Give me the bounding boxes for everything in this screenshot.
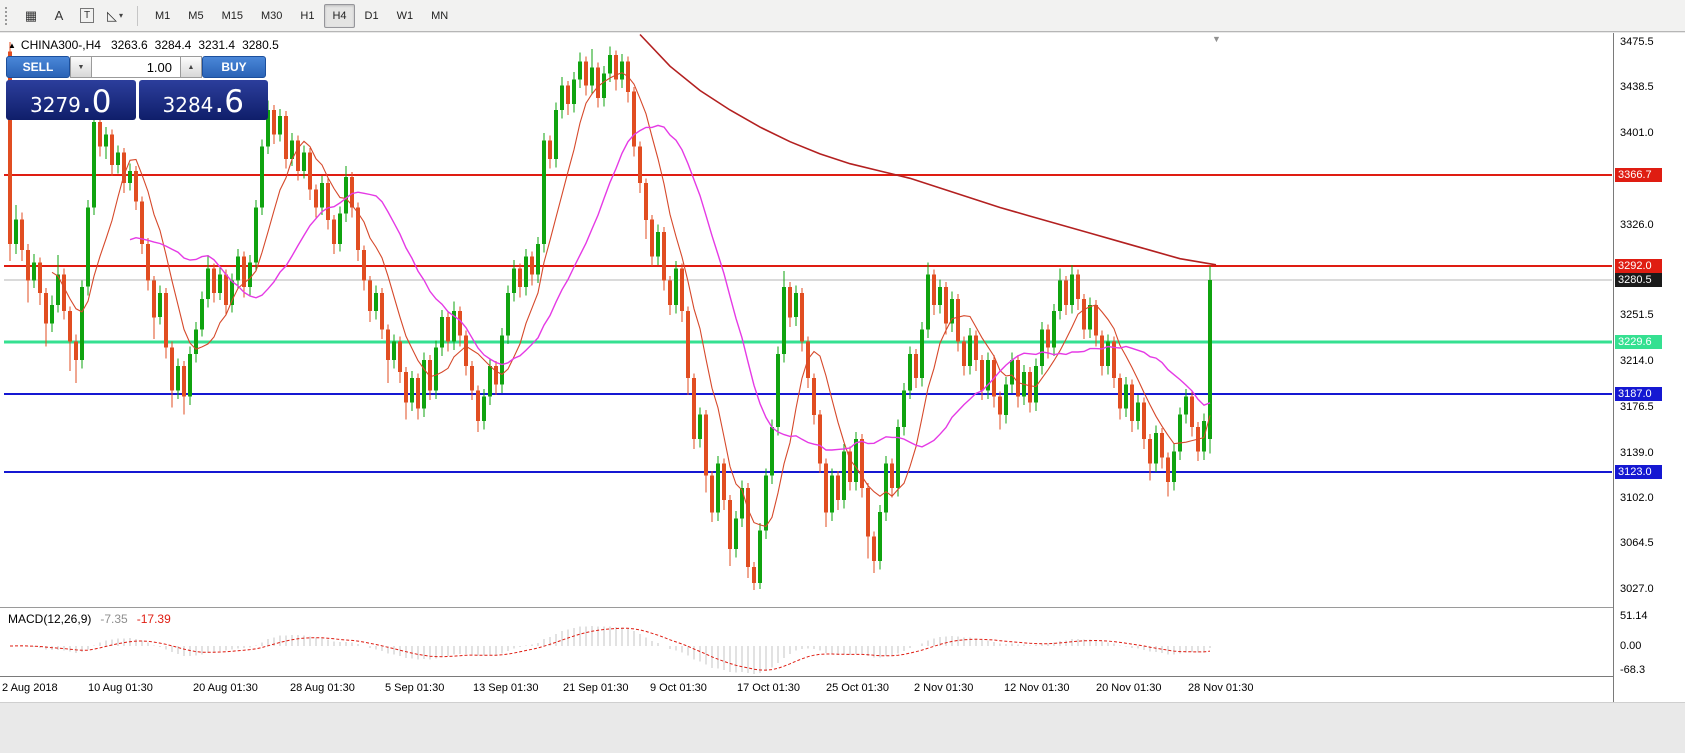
sell-price-main: 3279 [30,93,81,117]
timeframe-d1-button[interactable]: D1 [364,9,379,22]
time-label: 28 Aug 01:30 [290,682,355,694]
buy-price-main: 3284 [162,93,214,117]
time-label: 25 Oct 01:30 [826,682,889,694]
time-label: 2 Nov 01:30 [914,682,974,694]
symbol-info: ▲ CHINA300-,H4 3263.6 3284.4 3231.4 3280.5 [8,38,286,52]
ohlc-close: 3280.5 [242,38,279,52]
macd-axis-label: 0.00 [1620,640,1642,652]
sell-price-big-digit: .0 [81,84,112,120]
text-label-tool-icon: T [79,8,95,23]
time-label: 17 Oct 01:30 [737,682,800,694]
price-axis[interactable]: 3475.5 3438.5 3401.0 3326.0 3251.5 3214.0 3176… [1613,33,1685,702]
price-level-tag: 3292.0 [1615,259,1662,274]
drawing-tools-group: ▦ A T ◺ ▾ [17,4,129,28]
ohlc-low: 3231.4 [198,38,236,52]
price-level-tag: 3366.7 [1615,167,1662,182]
price-tick-label: 3064.5 [1620,537,1654,550]
timeframe-m30-button[interactable]: M30 [260,9,283,22]
macd-separator[interactable] [0,607,1685,608]
price-level-tag: 3187.0 [1615,387,1662,401]
text-annotation-tool-icon: A [54,8,64,23]
timeframe-h1-button[interactable]: H1 [300,9,315,22]
buy-price-big-digit: .6 [214,84,244,120]
macd-panel[interactable] [0,608,1613,676]
macd-signal-value: -17.39 [136,612,171,626]
macd-histogram [15,625,1211,674]
chart-window: ▲ CHINA300-,H4 3263.6 3284.4 3231.4 3280.5 SE… [0,33,1685,753]
time-axis-separator [0,676,1685,677]
macd-name: MACD(12,26,9) [8,612,92,626]
buy-button[interactable]: BUY [202,56,266,78]
grid-tool-icon: ▦ [24,8,38,23]
current-price-tag: 3280.5 [1615,273,1662,288]
price-tick-label: 3251.5 [1620,309,1654,322]
main-toolbar: ▦ A T ◺ ▾ M1 M5 M15 M30 H1 H4 D1 W1 MN [0,0,1685,32]
timeframes-group: M1 M5 M15 M30 H1 H4 D1 W1 MN [146,3,457,28]
ma-fast-line [51,72,1211,528]
time-label: 28 Nov 01:30 [1188,682,1254,694]
chart-shift-marker-icon[interactable]: ▼ [1212,34,1221,44]
time-label: 5 Sep 01:30 [385,682,445,694]
trade-controls-row: SELL ▼ ▲ BUY [6,56,268,78]
shapes-tool-button[interactable]: ◺ ▾ [102,4,128,28]
toolbar-separator [137,5,138,26]
ma-slow-line [129,124,1211,451]
time-label: 20 Nov 01:30 [1096,682,1162,694]
shapes-tool-icon: ◺ [106,8,117,23]
macd-axis-label: -68.3 [1620,664,1646,676]
timeframe-m15-button[interactable]: M15 [221,9,243,22]
price-tick-label: 3176.5 [1620,400,1654,413]
time-label: 20 Aug 01:30 [193,682,258,694]
price-tick-label: 3027.0 [1620,583,1654,596]
time-label: 13 Sep 01:30 [473,682,539,694]
dropdown-caret-icon: ▾ [118,11,123,20]
timeframe-m1-button[interactable]: M1 [155,9,171,22]
ma-long-line [639,33,1217,266]
trade-prices-row: 3279.0 3284.6 [6,80,268,120]
volume-decrease-button[interactable]: ▼ [70,56,92,78]
time-label: 21 Sep 01:30 [563,682,629,694]
collapse-arrow-icon[interactable]: ▲ [8,41,16,50]
price-tick-label: 3102.0 [1620,491,1654,504]
buy-price-display[interactable]: 3284.6 [138,80,268,120]
timeframe-m5-button[interactable]: M5 [188,9,204,22]
sell-button[interactable]: SELL [6,56,70,78]
price-tick-label: 3438.5 [1620,81,1654,94]
time-label: 9 Oct 01:30 [650,682,707,694]
macd-signal-line [9,627,1211,671]
price-tick-label: 3401.0 [1620,127,1654,140]
ohlc-high: 3284.4 [154,38,192,52]
sell-price-display[interactable]: 3279.0 [6,80,136,120]
timeframe-mn-button[interactable]: MN [431,9,449,22]
toolbar-gripper[interactable] [5,6,11,25]
price-tick-label: 3139.0 [1620,446,1654,459]
grid-tool-button[interactable]: ▦ [18,4,44,28]
window-bottom [0,702,1685,753]
time-axis[interactable]: 2 Aug 2018 10 Aug 01:30 20 Aug 01:30 28 Aug… [0,677,1613,702]
price-tick-label: 3326.0 [1620,218,1654,231]
price-level-tag: 3229.6 [1615,335,1662,350]
time-label: 10 Aug 01:30 [88,682,153,694]
text-annotation-tool-button[interactable]: A [46,4,72,28]
macd-label: MACD(12,26,9) -7.35 -17.39 [8,612,171,626]
ohlc-open: 3263.6 [110,38,148,52]
price-tick-label: 3214.0 [1620,355,1654,368]
timeframe-w1-button[interactable]: W1 [396,9,414,22]
timeframe-h4-button[interactable]: H4 [324,3,355,28]
symbol-name: CHINA300-,H4 [20,38,101,52]
candles-series [8,41,1212,591]
price-level-tag: 3123.0 [1615,465,1662,479]
time-label: 12 Nov 01:30 [1004,682,1070,694]
text-label-tool-button[interactable]: T [74,4,100,28]
macd-axis-label: 51.14 [1620,610,1648,622]
one-click-trading-panel: SELL ▼ ▲ BUY 3279.0 3284.6 [6,56,268,120]
time-label: 2 Aug 2018 [2,682,58,694]
volume-input[interactable] [92,56,180,78]
candlestick-chart[interactable] [0,33,1613,608]
horizontal-level-lines[interactable] [4,174,1612,473]
macd-main-value: -7.35 [100,612,128,626]
volume-increase-button[interactable]: ▲ [180,56,202,78]
price-tick-label: 3475.5 [1620,36,1654,49]
